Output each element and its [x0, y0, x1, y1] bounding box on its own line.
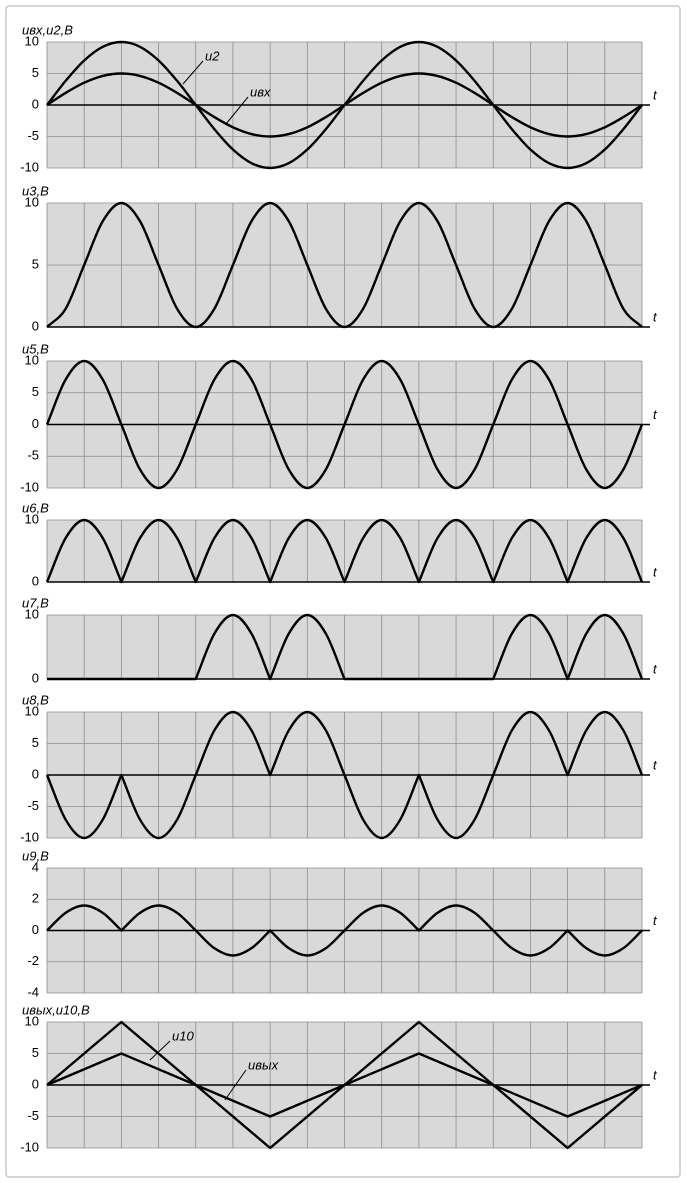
y-tick-label: -10	[20, 159, 39, 174]
y-axis-label: uвх,u2,В	[22, 22, 73, 37]
y-tick-label: -5	[27, 128, 39, 143]
y-tick-label: 0	[32, 573, 39, 588]
y-tick-label: -5	[27, 448, 39, 463]
annotation: u2	[205, 48, 220, 63]
y-tick-label: 0	[32, 1076, 39, 1091]
x-axis-label: t	[653, 1067, 658, 1082]
curve	[45, 359, 644, 490]
curve	[45, 710, 644, 840]
y-tick-label: 0	[32, 670, 39, 685]
y-tick-label: -5	[27, 798, 39, 813]
y-axis-label: uвых,u10,В	[22, 1002, 90, 1017]
curve	[46, 201, 643, 329]
x-axis-label: t	[653, 87, 658, 102]
y-tick-label: -10	[20, 829, 39, 844]
x-axis-label: t	[653, 757, 658, 772]
y-tick-label: 10	[25, 33, 39, 48]
curve	[46, 904, 643, 957]
y-tick-label: 0	[32, 96, 39, 111]
y-tick-label: 0	[32, 416, 39, 431]
y-tick-label: 5	[32, 735, 39, 750]
x-axis-label: t	[653, 309, 658, 324]
y-tick-label: -5	[27, 1108, 39, 1123]
y-tick-label: 10	[25, 606, 39, 621]
y-axis-label: u7,В	[22, 595, 49, 610]
y-tick-label: 0	[32, 318, 39, 333]
annotation-leader	[182, 60, 204, 85]
y-tick-label: 10	[25, 1013, 39, 1028]
x-axis-label: t	[653, 564, 658, 579]
y-tick-label: -4	[27, 984, 39, 999]
y-tick-label: -10	[20, 1139, 39, 1154]
x-axis-label: t	[653, 407, 658, 422]
frame	[5, 5, 681, 1178]
x-axis-label: t	[653, 661, 658, 676]
y-tick-label: 2	[32, 891, 39, 906]
y-tick-label: 5	[32, 65, 39, 80]
y-axis-label: u9,В	[22, 848, 49, 863]
y-tick-label: 4	[32, 859, 39, 874]
y-tick-label: 0	[32, 766, 39, 781]
y-tick-label: 10	[25, 703, 39, 718]
y-tick-label: 0	[32, 922, 39, 937]
curve	[47, 613, 644, 681]
y-tick-label: 10	[25, 194, 39, 209]
annotation-leader	[149, 1040, 171, 1061]
annotation: uвых	[248, 1057, 279, 1072]
y-tick-label: 10	[25, 511, 39, 526]
annotation-leader	[225, 96, 249, 125]
y-axis-label: u8,В	[22, 692, 49, 707]
y-tick-label: -2	[27, 953, 39, 968]
y-axis-label: u3,В	[22, 183, 49, 198]
y-tick-label: -10	[20, 479, 39, 494]
y-tick-label: 5	[32, 1045, 39, 1060]
y-tick-label: 5	[32, 256, 39, 271]
annotation: u10	[172, 1028, 194, 1043]
x-axis-label: t	[653, 913, 658, 928]
y-axis-label: u6,В	[22, 500, 49, 515]
y-tick-label: 10	[25, 352, 39, 367]
annotation: uвх	[250, 84, 271, 99]
curve	[45, 518, 644, 584]
curve	[46, 1052, 643, 1118]
y-axis-label: u5,В	[22, 341, 49, 356]
curve	[46, 40, 643, 170]
annotation-leader	[224, 1069, 247, 1101]
y-tick-label: 5	[32, 384, 39, 399]
